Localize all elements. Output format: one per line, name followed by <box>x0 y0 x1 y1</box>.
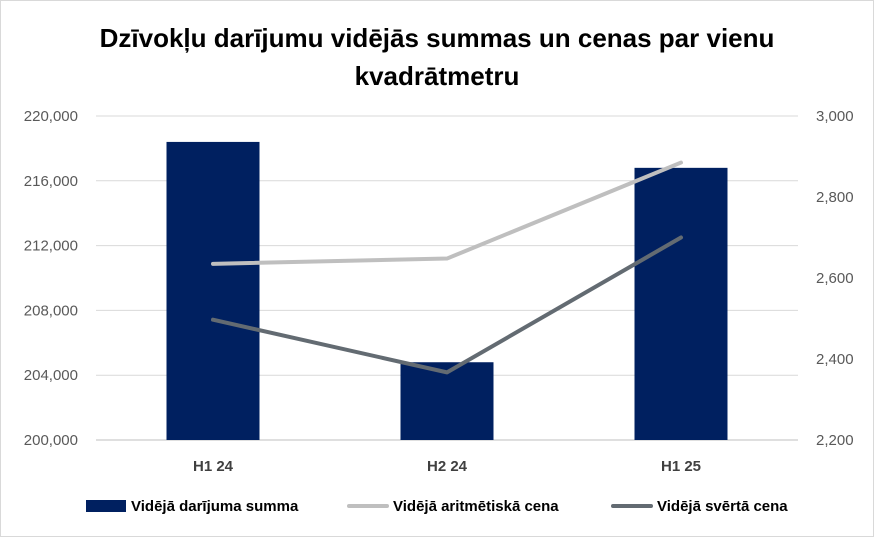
right-axis-tick-label: 2,800 <box>816 189 854 206</box>
legend-label: Vidējā darījuma summa <box>131 498 299 515</box>
left-axis-tick-label: 212,000 <box>24 238 78 255</box>
right-axis-tick-label: 2,600 <box>816 270 854 287</box>
left-axis-tick-label: 200,000 <box>24 432 78 449</box>
left-axis-tick-label: 216,000 <box>24 173 78 190</box>
left-axis-tick-label: 208,000 <box>24 302 78 319</box>
x-axis-tick-label: H2 24 <box>427 458 468 475</box>
right-axis-tick-label: 2,200 <box>816 432 854 449</box>
bar <box>634 167 728 440</box>
x-axis-tick-label: H1 25 <box>661 458 701 475</box>
bar <box>166 141 260 441</box>
legend-label: Vidējā aritmētiskā cena <box>393 498 559 515</box>
bar <box>400 362 494 440</box>
legend-label: Vidējā svērtā cena <box>657 498 788 515</box>
chart-title: Dzīvokļu darījumu vidējās summas un cena… <box>99 23 775 91</box>
legend-swatch <box>86 500 126 512</box>
right-axis-tick-label: 3,000 <box>816 108 854 125</box>
left-axis-tick-label: 204,000 <box>24 367 78 384</box>
left-axis-tick-label: 220,000 <box>24 108 78 125</box>
right-axis-tick-label: 2,400 <box>816 351 854 368</box>
series-line <box>211 235 683 375</box>
x-axis-tick-label: H1 24 <box>193 458 234 475</box>
series-line <box>211 160 683 266</box>
